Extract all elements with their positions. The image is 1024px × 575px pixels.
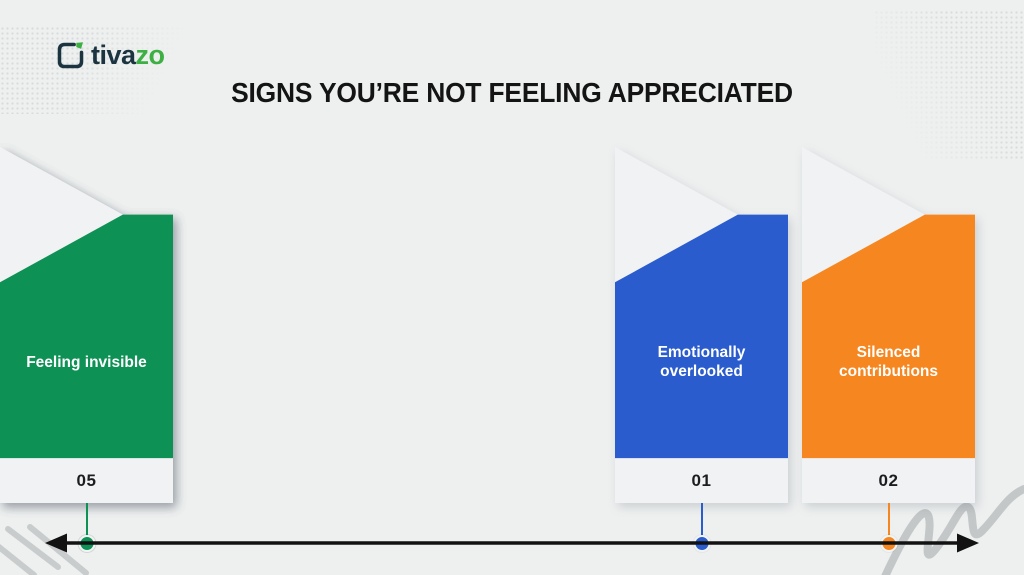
card-emotionally-overlooked: Emotionally overlooked 01 <box>615 147 788 552</box>
brand-wordmark-accent: zo <box>135 40 166 70</box>
tivazo-logo-icon <box>57 42 84 69</box>
timeline-arrowhead-right <box>957 533 979 553</box>
card-number: 01 <box>691 470 712 490</box>
page-title: SIGNS YOU’RE NOT FEELING APPRECIATED <box>231 77 793 108</box>
timeline-dot <box>880 535 897 552</box>
timeline-connector <box>700 503 703 537</box>
timeline-arrowhead-left <box>45 533 67 553</box>
logo-icon-green-tick <box>76 42 83 49</box>
timeline-dot <box>693 535 710 552</box>
brand-wordmark: tivazo <box>91 42 165 69</box>
scribble-decoration-bottom-left <box>0 524 89 575</box>
card-number: 05 <box>76 470 97 490</box>
card-label: Emotionally overlooked <box>657 343 746 381</box>
card-number: 02 <box>878 470 899 490</box>
card-label: Feeling invisible <box>26 353 147 371</box>
brand-logo: tivazo <box>57 42 165 69</box>
card-label: Silenced contributions <box>838 343 939 381</box>
logo-icon-frame <box>57 42 84 69</box>
card-feeling-invisible: Feeling invisible 05 <box>0 147 173 552</box>
timeline-dot <box>78 535 95 552</box>
card-silenced-contributions: Silenced contributions 02 <box>802 147 975 552</box>
brand-wordmark-primary: tiva <box>91 40 136 70</box>
timeline-connector <box>887 503 890 537</box>
timeline-connector <box>85 503 88 537</box>
